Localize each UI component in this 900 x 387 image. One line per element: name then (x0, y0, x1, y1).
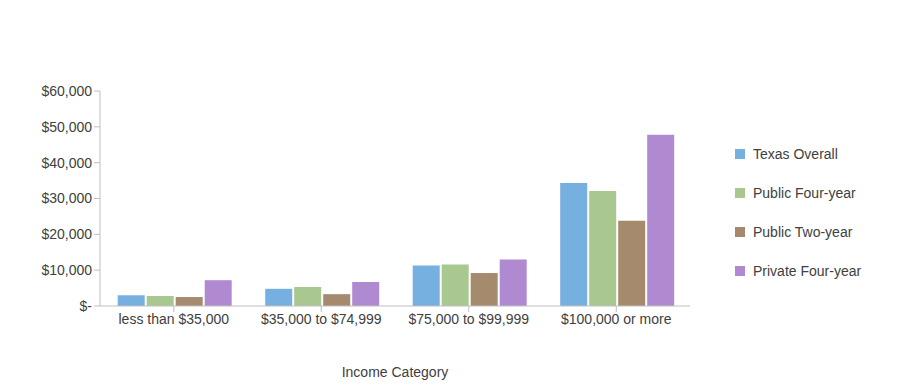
svg-text:$40,000: $40,000 (41, 155, 92, 171)
svg-text:$10,000: $10,000 (41, 262, 92, 278)
svg-text:$50,000: $50,000 (41, 119, 92, 135)
svg-text:$-: $- (80, 298, 93, 314)
svg-text:$100,000 or more: $100,000 or more (561, 311, 672, 327)
svg-text:$20,000: $20,000 (41, 226, 92, 242)
svg-text:$35,000 to $74,999: $35,000 to $74,999 (261, 311, 382, 327)
html-text:Texas Overall: Texas Overall (753, 146, 838, 162)
svg-text:$60,000: $60,000 (41, 83, 92, 99)
html-text:Private Four-year: Private Four-year (753, 263, 862, 279)
html-text:Public Four-year: Public Four-year (753, 185, 856, 201)
svg-text:$75,000 to $99,999: $75,000 to $99,999 (408, 311, 529, 327)
svg-text:$30,000: $30,000 (41, 190, 92, 206)
html-text:Public Two-year: Public Two-year (753, 224, 853, 240)
svg-text:less than $35,000: less than $35,000 (118, 311, 229, 327)
svg-text:Income Category: Income Category (342, 364, 449, 380)
